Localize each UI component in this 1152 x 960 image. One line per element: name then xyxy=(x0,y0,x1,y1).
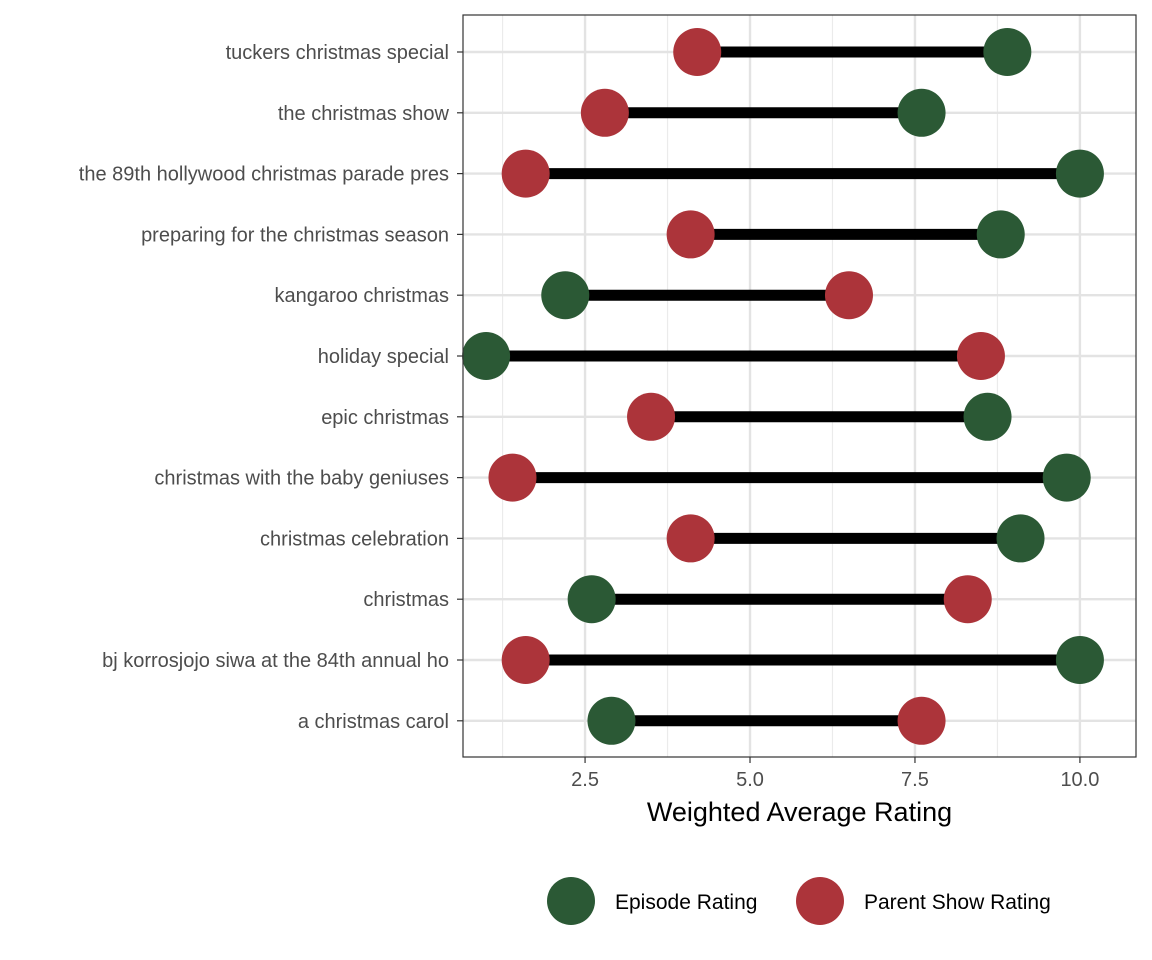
legend-item: Episode Rating xyxy=(547,877,757,925)
y-tick-label: the christmas show xyxy=(278,103,450,125)
y-axis: tuckers christmas special the christmas s… xyxy=(79,42,463,733)
legend-label: Parent Show Rating xyxy=(864,891,1051,914)
parent-show-rating-point xyxy=(897,696,946,745)
episode-rating-point xyxy=(587,696,636,745)
legend-label: Episode Rating xyxy=(615,891,757,914)
episode-rating-point xyxy=(1055,149,1104,198)
parent-show-rating-point xyxy=(666,210,715,259)
legend-item: Parent Show Rating xyxy=(796,877,1051,925)
y-tick-label: preparing for the christmas season xyxy=(141,224,449,246)
episode-rating-point xyxy=(963,392,1012,441)
y-tick-label: christmas with the baby geniuses xyxy=(154,468,449,490)
parent-show-rating-point xyxy=(488,453,537,502)
episode-rating-point xyxy=(996,514,1045,563)
episode-rating-point xyxy=(567,575,616,624)
episode-rating-point xyxy=(1042,453,1091,502)
episode-rating-point xyxy=(976,210,1025,259)
panel-background xyxy=(463,15,1136,757)
x-tick-label: 7.5 xyxy=(901,769,929,791)
legend-episode-key xyxy=(547,877,595,925)
y-tick-label: epic christmas xyxy=(321,407,449,429)
episode-rating-point xyxy=(897,88,946,137)
legend: Episode Rating Parent Show Rating xyxy=(547,877,1051,925)
parent-show-rating-point xyxy=(956,332,1005,380)
parent-show-rating-point xyxy=(627,392,676,441)
parent-show-rating-point xyxy=(501,149,550,198)
y-tick-label: a christmas carol xyxy=(298,711,449,733)
y-tick-label: tuckers christmas special xyxy=(226,42,449,64)
legend-parent-key xyxy=(796,877,844,925)
x-tick-label: 2.5 xyxy=(571,769,599,791)
panel-border xyxy=(462,14,1137,758)
dumbbell-segments xyxy=(486,46,1080,727)
episode-rating-point xyxy=(1055,636,1104,684)
episode-rating-point xyxy=(462,332,511,380)
parent-show-rating-point xyxy=(501,636,550,684)
y-tick-label: the 89th hollywood christmas parade pres xyxy=(79,164,449,186)
episode-rating-point xyxy=(983,28,1032,76)
parent-show-rating-point xyxy=(673,28,722,76)
parent-show-rating-point xyxy=(666,514,715,563)
x-axis: 2.5 5.0 7.5 10.0 xyxy=(571,757,1099,791)
y-tick-label: holiday special xyxy=(318,346,449,368)
parent-show-rating-point xyxy=(580,88,629,137)
y-tick-label: christmas xyxy=(363,589,449,611)
episode-rating-point xyxy=(541,271,590,320)
x-axis-title: Weighted Average Rating xyxy=(647,797,952,827)
parent-show-rating-point xyxy=(824,271,873,320)
x-tick-label: 10.0 xyxy=(1060,769,1099,791)
parent-show-rating-point xyxy=(943,575,992,624)
y-tick-label: kangaroo christmas xyxy=(274,285,449,307)
dumbbell-points xyxy=(462,28,1104,745)
y-tick-label: bj korrosjojo siwa at the 84th annual ho xyxy=(102,650,449,672)
x-tick-label: 5.0 xyxy=(736,769,764,791)
y-tick-label: christmas celebration xyxy=(260,528,449,550)
